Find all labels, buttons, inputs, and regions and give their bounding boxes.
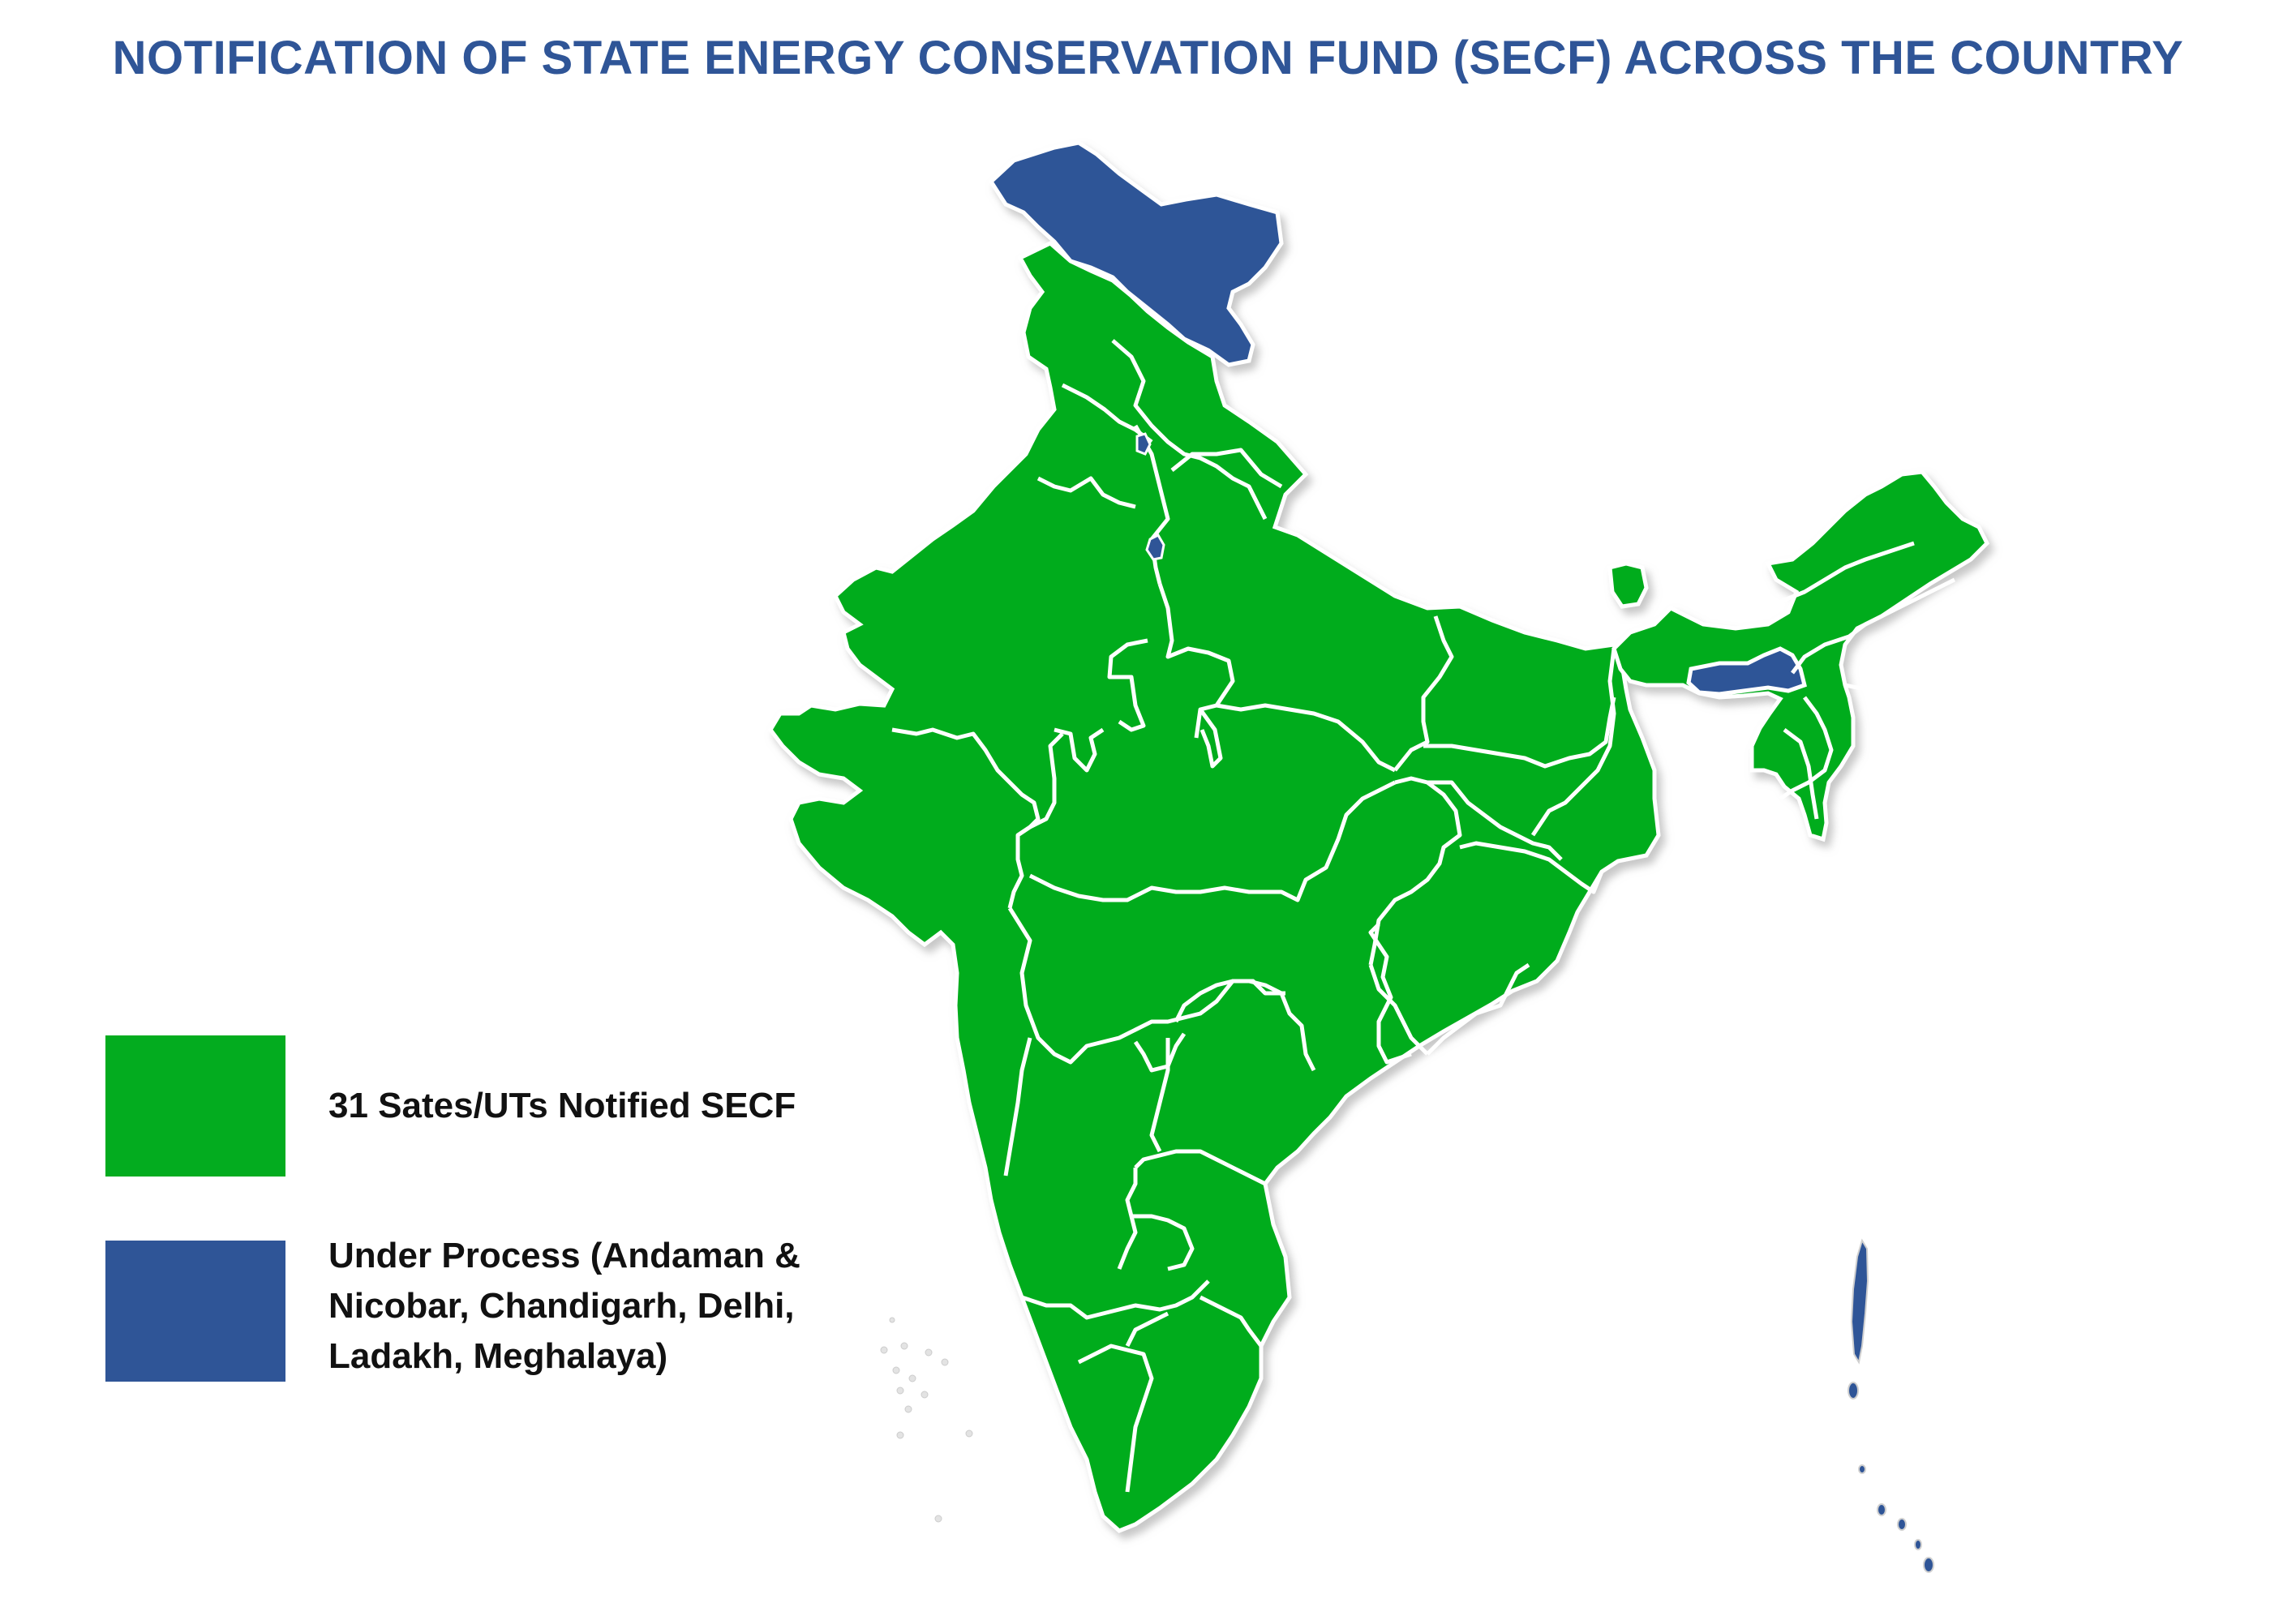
- legend-under-process: Under Process (Andaman & Nicobar, Chandi…: [105, 1236, 916, 1382]
- region-delhi: [1145, 534, 1165, 561]
- legend-swatch-under-process: [105, 1241, 285, 1382]
- region-northeast: [1611, 469, 1990, 842]
- region-chandigarh: [1135, 432, 1152, 456]
- state-boundaries: [891, 339, 1956, 1493]
- region-lakshadweep: [880, 1317, 973, 1523]
- map-landmass: [767, 140, 1990, 1533]
- legend-notified: 31 Sates/UTs Notified SECF: [105, 1035, 916, 1177]
- legend-label-under-process-line2: Nicobar, Chandigarh, Delhi,: [328, 1286, 795, 1326]
- region-mainland: [767, 241, 1661, 1533]
- region-sikkim: [1607, 561, 1649, 609]
- map-title: NOTIFICATION OF STATE ENERGY CONSERVATIO…: [112, 32, 2184, 84]
- legend-label-under-process-line3: Ladakh, Meghalaya): [328, 1336, 668, 1376]
- region-andaman-nicobar: [1848, 1238, 1934, 1573]
- legend-label-under-process: Under Process (Andaman & Nicobar, Chandi…: [328, 1231, 800, 1382]
- legend-label-under-process-line1: Under Process (Andaman &: [328, 1236, 800, 1275]
- legend-swatch-notified: [105, 1035, 285, 1177]
- legend-label-notified: 31 Sates/UTs Notified SECF: [328, 1086, 796, 1125]
- region-meghalaya: [1686, 646, 1807, 696]
